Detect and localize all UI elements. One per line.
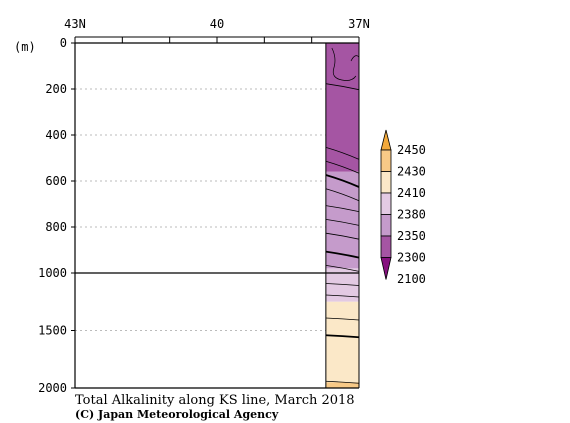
legend-swatch-2 <box>380 171 392 194</box>
contour-line-10 <box>325 283 360 286</box>
y-unit-label: (m) <box>14 40 36 54</box>
contour-surface-detail-2 <box>350 55 360 62</box>
legend-label-4: 2350 <box>397 229 426 243</box>
contour-line-11 <box>325 294 360 298</box>
contour-line-7 <box>325 232 360 240</box>
legend-arrow-bottom <box>380 257 392 280</box>
contour-line-6 <box>325 219 360 226</box>
color-band-3 <box>325 301 359 383</box>
color-band-4 <box>325 382 359 388</box>
legend-label-0: 2450 <box>397 143 426 157</box>
contour-line-4 <box>325 188 360 202</box>
contour-surface-detail <box>331 47 357 81</box>
contour-line-1 <box>325 147 360 160</box>
color-band-0 <box>325 43 359 172</box>
x-tick-label-2: 37N <box>348 17 370 31</box>
legend-swatch-1 <box>380 149 392 172</box>
contour-line-0 <box>325 83 360 91</box>
x-tick-label-1: 40 <box>210 17 224 31</box>
contour-line-12 <box>325 317 360 321</box>
y-tick-label-5: 1000 <box>38 266 67 280</box>
contour-line-14 <box>325 380 360 384</box>
y-tick-label-7: 2000 <box>38 381 67 395</box>
contour-line-3 <box>325 174 360 188</box>
legend-swatch-3 <box>380 192 392 215</box>
y-tick-label-1: 200 <box>45 82 67 96</box>
legend-arrow-top <box>380 129 392 151</box>
y-tick-label-0: 0 <box>60 36 67 50</box>
legend-label-2: 2410 <box>397 186 426 200</box>
legend-label-5: 2300 <box>397 251 426 265</box>
plot-area: 43N 40 37N 0 200 400 600 800 1000 1500 2000 <box>38 17 370 395</box>
legend-label-1: 2430 <box>397 165 426 179</box>
legend-label-6: 2100 <box>397 272 426 286</box>
x-tick-label-0: 43N <box>64 17 86 31</box>
y-tick-label-2: 400 <box>45 128 67 142</box>
contour-line-8 <box>325 250 360 259</box>
legend-swatch-5 <box>380 235 392 258</box>
contour-line-2 <box>325 160 360 174</box>
legend-label-3: 2380 <box>397 208 426 222</box>
y-tick-label-4: 800 <box>45 220 67 234</box>
legend-swatch-4 <box>380 214 392 237</box>
chart-title: Total Alkalinity along KS line, March 20… <box>75 393 355 408</box>
contour-line-13 <box>325 334 360 339</box>
contour-line-9 <box>325 265 360 272</box>
color-legend: 2450 2430 2410 2380 2350 2300 2100 <box>380 129 426 286</box>
y-tick-label-6: 1500 <box>38 324 67 338</box>
y-tick-label-3: 600 <box>45 174 67 188</box>
contour-line-5 <box>325 205 360 212</box>
chart-credit: (C) Japan Meteorological Agency <box>75 408 279 421</box>
